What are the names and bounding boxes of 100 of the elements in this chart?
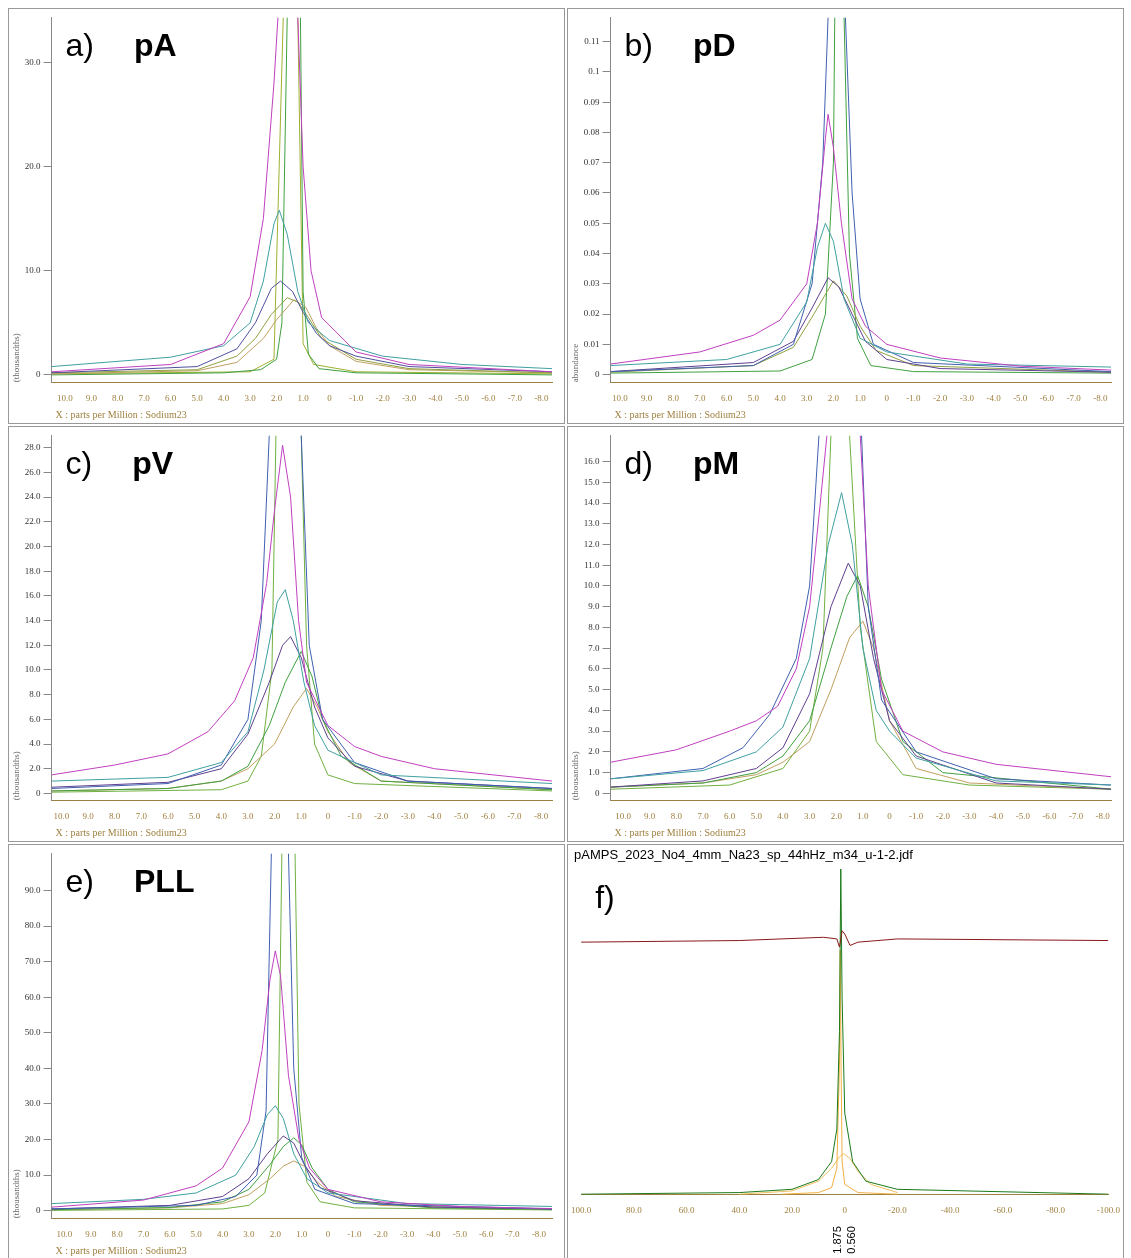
x-tick-label: -1.0 bbox=[347, 1228, 362, 1239]
x-tick-label: 4.0 bbox=[774, 392, 787, 403]
x-tick-label: -1.0 bbox=[906, 392, 922, 403]
y-tick-label: 4.0 bbox=[29, 738, 42, 749]
x-tick-label: -4.0 bbox=[986, 392, 1002, 403]
x-tick-label: -3.0 bbox=[400, 810, 416, 821]
y-tick-label: 70.0 bbox=[24, 955, 42, 966]
x-tick-label: -3.0 bbox=[401, 392, 417, 403]
x-tick-label: -6.0 bbox=[1039, 392, 1055, 403]
y-tick-label: 0.11 bbox=[584, 35, 600, 46]
x-tick-label: 40.0 bbox=[731, 1204, 748, 1215]
x-tick-label: 1.0 bbox=[297, 392, 310, 403]
x-tick-label: -6.0 bbox=[1042, 810, 1058, 821]
x-tick-label: 8.0 bbox=[112, 392, 124, 403]
x-tick-label: 8.0 bbox=[670, 810, 683, 821]
chart-title: pM bbox=[693, 445, 740, 482]
y-tick-label: 7.0 bbox=[588, 642, 601, 653]
x-tick-label: 0 bbox=[842, 1204, 848, 1215]
x-tick-label: 6.0 bbox=[165, 392, 177, 403]
y-axis-title: (thousandths) bbox=[569, 751, 580, 801]
y-tick-label: 16.0 bbox=[24, 590, 42, 601]
x-tick-label: 60.0 bbox=[678, 1204, 695, 1215]
x-tick-label: 2.0 bbox=[830, 810, 843, 821]
x-tick-label: -7.0 bbox=[507, 392, 523, 403]
x-tick-label: -4.0 bbox=[426, 1228, 442, 1239]
x-tick-label: -3.0 bbox=[959, 392, 975, 403]
x-tick-label: -5.0 bbox=[452, 1228, 468, 1239]
y-tick-label: 0.02 bbox=[583, 308, 600, 319]
x-tick-label: -5.0 bbox=[454, 392, 470, 403]
x-tick-label: 0 bbox=[325, 810, 331, 821]
x-axis-title: X : parts per Million : Sodium23 bbox=[614, 408, 746, 420]
y-axis-title: abundance bbox=[569, 343, 580, 383]
x-tick-label: 8.0 bbox=[111, 1228, 124, 1239]
chart-title: pAMPS_2023_No4_4mm_Na23_sp_44hHz_m34_u-1-2.jdf bbox=[574, 847, 914, 863]
x-tick-label: 3.0 bbox=[244, 392, 257, 403]
y-tick-label: 10.0 bbox=[24, 265, 42, 276]
y-tick-label: 0.1 bbox=[588, 66, 600, 77]
x-tick-label: 7.0 bbox=[138, 392, 151, 403]
y-tick-label: 0 bbox=[36, 787, 42, 798]
y-tick-label: 12.0 bbox=[583, 538, 601, 549]
x-tick-label: -8.0 bbox=[531, 1228, 547, 1239]
x-tick-label: 1.0 bbox=[854, 392, 867, 403]
x-tick-label: 20.0 bbox=[784, 1204, 801, 1215]
y-axis-title: (thousandths) bbox=[10, 1169, 21, 1219]
x-tick-label: -20.0 bbox=[888, 1204, 908, 1215]
chart-title: pA bbox=[134, 27, 177, 64]
x-tick-label: 10.0 bbox=[615, 810, 632, 821]
x-tick-label: -80.0 bbox=[1046, 1204, 1066, 1215]
y-tick-label: 0.07 bbox=[583, 157, 601, 168]
y-tick-label: 2.0 bbox=[588, 746, 601, 757]
x-tick-label: -7.0 bbox=[1068, 810, 1084, 821]
y-tick-label: 0.01 bbox=[583, 338, 600, 349]
x-tick-label: -4.0 bbox=[428, 392, 444, 403]
y-tick-label: 0.04 bbox=[583, 247, 601, 258]
y-tick-label: 0 bbox=[36, 369, 42, 380]
y-tick-label: 15.0 bbox=[583, 476, 601, 487]
x-tick-label: 7.0 bbox=[697, 810, 710, 821]
x-tick-label: -6.0 bbox=[478, 1228, 494, 1239]
y-tick-label: 22.0 bbox=[24, 516, 42, 527]
y-tick-label: 0 bbox=[595, 368, 601, 379]
x-tick-label: -100.0 bbox=[1096, 1204, 1121, 1215]
x-tick-label: 9.0 bbox=[85, 1228, 97, 1239]
y-tick-label: 6.0 bbox=[29, 713, 42, 724]
x-tick-label: -8.0 bbox=[533, 810, 549, 821]
x-tick-label: 2.0 bbox=[268, 810, 281, 821]
x-tick-label: 4.0 bbox=[215, 810, 228, 821]
x-tick-label: -7.0 bbox=[507, 810, 523, 821]
y-tick-label: 2.0 bbox=[29, 763, 42, 774]
x-tick-label: -1.0 bbox=[348, 392, 364, 403]
y-tick-label: 10.0 bbox=[583, 580, 601, 591]
annotation: c) bbox=[65, 445, 93, 482]
text: 0.560 bbox=[844, 1226, 857, 1254]
x-tick-label: -2.0 bbox=[933, 392, 948, 403]
y-tick-label: 0.09 bbox=[583, 96, 601, 107]
x-tick-label: 5.0 bbox=[747, 392, 760, 403]
x-tick-label: 10.0 bbox=[53, 810, 70, 821]
annotation: a) bbox=[65, 27, 94, 64]
x-tick-label: -2.0 bbox=[373, 1228, 389, 1239]
y-tick-label: 14.0 bbox=[583, 497, 601, 508]
y-tick-label: 10.0 bbox=[24, 1169, 42, 1180]
y-tick-label: 1.0 bbox=[588, 766, 601, 777]
x-axis-title: X : parts per Million : Sodium23 bbox=[614, 826, 746, 838]
x-axis-title: X : parts per Million : Sodium23 bbox=[55, 826, 187, 838]
x-tick-label: 8.0 bbox=[109, 810, 121, 821]
x-tick-label: -7.0 bbox=[1066, 392, 1082, 403]
x-tick-label: 3.0 bbox=[803, 810, 816, 821]
x-tick-label: -8.0 bbox=[534, 392, 550, 403]
text: 1.875 bbox=[830, 1226, 843, 1254]
chart-title: PLL bbox=[134, 863, 195, 900]
x-tick-label: 5.0 bbox=[750, 810, 763, 821]
x-tick-label: 0 bbox=[325, 1228, 331, 1239]
y-tick-label: 20.0 bbox=[24, 160, 42, 171]
y-tick-label: 10.0 bbox=[24, 664, 42, 675]
x-tick-label: 3.0 bbox=[801, 392, 813, 403]
x-tick-label: -60.0 bbox=[993, 1204, 1013, 1215]
x-tick-label: 4.0 bbox=[216, 1228, 229, 1239]
x-tick-label: -3.0 bbox=[399, 1228, 415, 1239]
x-axis-title: X : parts per Million : Sodium23 bbox=[55, 1244, 187, 1256]
y-tick-label: 8.0 bbox=[588, 621, 601, 632]
y-tick-label: 80.0 bbox=[24, 920, 42, 931]
